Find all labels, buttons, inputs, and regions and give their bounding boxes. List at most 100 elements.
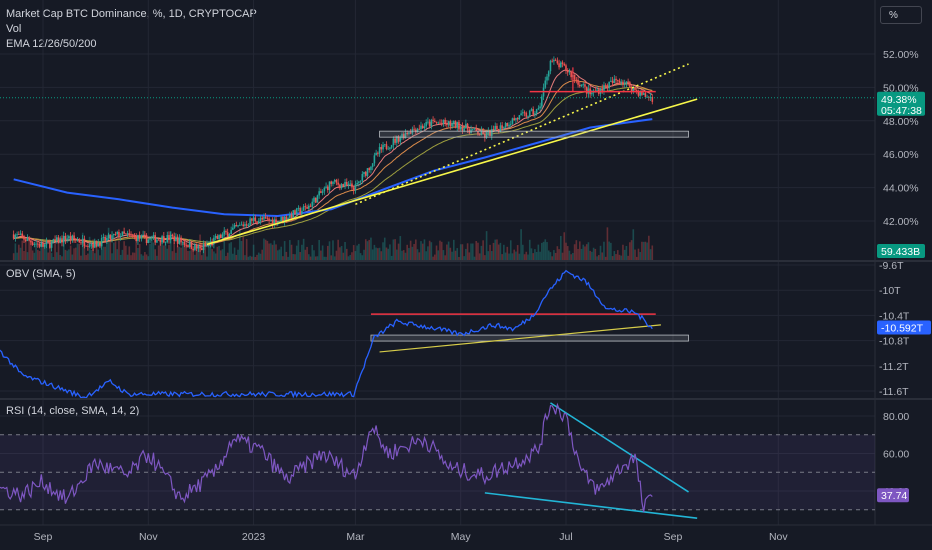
trendlines[interactable] (0, 63, 875, 519)
volume-bar (83, 243, 86, 260)
volume-bar (603, 241, 605, 260)
volume-bar (109, 241, 112, 260)
volume-bar (461, 244, 464, 260)
volume-bar (413, 244, 415, 260)
candle-body (378, 147, 381, 154)
candle-body (568, 71, 571, 73)
candle-body (471, 128, 474, 130)
volume-bar (459, 244, 462, 260)
volume-legend[interactable]: Vol (6, 23, 22, 35)
volume-bar (42, 239, 44, 260)
volume-bar (23, 251, 25, 260)
volume-bar (634, 249, 636, 260)
candle-body (33, 244, 36, 245)
candle-body (102, 236, 105, 238)
candle-body (145, 235, 148, 244)
candle-body (290, 214, 293, 218)
volume-bar (387, 248, 390, 260)
candle-body (30, 240, 32, 243)
candle-body (561, 62, 564, 64)
volume-bar (573, 244, 576, 260)
volume-bar (318, 239, 320, 260)
candle-body (423, 126, 426, 129)
rsi-series (0, 402, 653, 513)
volume-bar (45, 241, 48, 260)
volume-bar (649, 249, 652, 260)
volume-bar (366, 241, 369, 260)
candle-body (352, 187, 355, 191)
candle-body (337, 182, 339, 185)
volume-bar (515, 251, 517, 260)
volume-bar (78, 243, 81, 260)
volume-bar (57, 243, 60, 260)
volume-bar (375, 247, 377, 260)
volume-bar (245, 239, 248, 260)
ema-legend[interactable]: EMA 12/26/50/200 (6, 38, 97, 50)
candle-body (59, 238, 62, 244)
volume-bar (497, 244, 500, 260)
candle-body (47, 241, 49, 243)
candle-body (138, 235, 141, 239)
candle-body (99, 243, 101, 247)
candle-body (112, 234, 115, 236)
volume-bar (325, 256, 327, 260)
volume-bar (490, 251, 493, 260)
candle-body (566, 70, 569, 73)
candle-body (304, 206, 307, 208)
volume-bar (145, 254, 148, 260)
time-axis-label: Nov (769, 531, 788, 543)
candle-body (128, 233, 131, 235)
candle-body (394, 138, 396, 143)
volume-bar (88, 236, 91, 260)
volume-bar (629, 242, 631, 260)
candle-body (285, 216, 288, 220)
volume-bar (522, 244, 524, 260)
percent-scale-button[interactable]: % (880, 6, 922, 24)
volume-bar (74, 247, 77, 260)
candle-body (187, 245, 189, 248)
volume-bar (520, 229, 522, 260)
candle-body (546, 76, 548, 81)
volume-bar (166, 248, 169, 260)
volume-bar (471, 243, 474, 260)
volume-bar (644, 241, 647, 260)
volume-bar (606, 227, 609, 260)
volume-bar (409, 240, 412, 260)
candle-body (499, 125, 502, 133)
volume-bar (244, 255, 246, 260)
ema200-line (13, 118, 653, 218)
volume-bar (487, 251, 490, 260)
candle-body (214, 236, 217, 238)
candle-body (232, 227, 234, 230)
obv-legend[interactable]: OBV (SMA, 5) (6, 268, 76, 280)
candle-body (292, 210, 295, 218)
candle-body (354, 184, 357, 191)
volume-bar (283, 241, 286, 260)
candle-body (182, 242, 184, 243)
volume-bar (394, 239, 396, 260)
candle-body (639, 91, 642, 96)
candle-body (364, 171, 367, 176)
volume-bar (351, 252, 353, 260)
volume-bar (135, 242, 138, 260)
volume-bar (247, 256, 250, 260)
volume-bar (440, 241, 443, 260)
obv-axis-label: -10.8T (879, 336, 910, 348)
volume-bar (390, 255, 393, 260)
volume-bar (14, 243, 17, 260)
volume-bar (608, 241, 610, 260)
candle-body (199, 246, 201, 249)
candle-body (596, 89, 598, 92)
candle-body (635, 89, 638, 91)
volume-bar (535, 251, 538, 260)
volume-bar (299, 252, 301, 260)
volume-bar (601, 252, 604, 260)
candle-body (651, 97, 654, 102)
candle-body (637, 90, 640, 96)
volume-bar (289, 240, 291, 260)
volume-bar (268, 243, 270, 260)
volume-bar (371, 249, 374, 260)
volume-bar (558, 249, 560, 260)
rsi-legend[interactable]: RSI (14, close, SMA, 14, 2) (6, 405, 140, 417)
